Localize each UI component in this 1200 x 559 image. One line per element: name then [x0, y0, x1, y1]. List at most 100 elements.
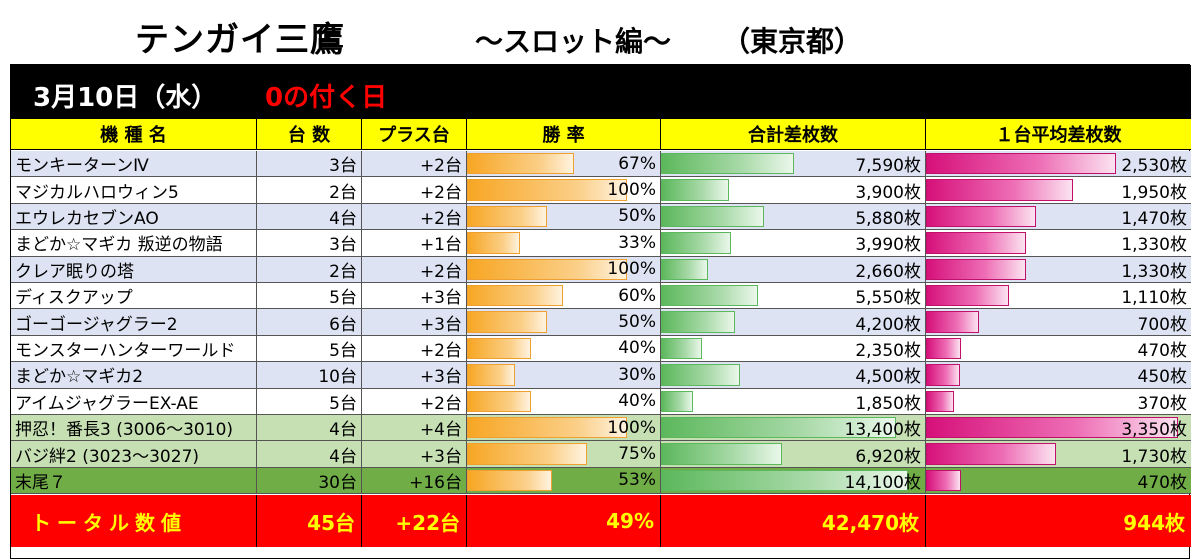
- total-diff-cell: 13,400枚: [661, 415, 926, 442]
- machine-name: 押忍！番長3 (3006～3010): [11, 415, 257, 442]
- total-diff-cell-fill: [661, 417, 896, 439]
- plus-count: +3台: [362, 283, 467, 310]
- table-row: 末尾７ 30台 +16台 53% 14,100枚 470枚: [11, 467, 1191, 495]
- total-diff-cell: 14,100枚: [661, 467, 926, 495]
- col-header-units: 台 数: [257, 119, 362, 150]
- total-diff-value: 4,500枚: [855, 367, 921, 388]
- winrate-cell-fill: [467, 311, 547, 333]
- store-title: テンガイ三鷹: [135, 20, 345, 60]
- avg-diff-value: 1,330枚: [1121, 235, 1187, 256]
- avg-diff-cell-fill: [926, 364, 960, 386]
- winrate-cell-fill: [467, 258, 627, 280]
- avg-diff-cell-fill: [926, 232, 1026, 254]
- winrate-cell: 100%: [467, 256, 661, 283]
- avg-diff-cell-fill: [926, 285, 1010, 307]
- col-header-name: 機 種 名: [11, 119, 257, 150]
- avg-diff-cell: 1,330枚: [926, 257, 1191, 283]
- avg-diff-value: 2,530枚: [1121, 156, 1187, 177]
- total-diff-cell: 4,200枚: [661, 309, 926, 336]
- avg-diff-cell-fill: [926, 258, 1026, 280]
- machine-name: 末尾７: [11, 467, 257, 495]
- avg-diff-cell: 1,950枚: [926, 177, 1191, 204]
- machine-name: ゴーゴージャグラー2: [11, 309, 257, 336]
- total-diff-value: 13,400枚: [844, 420, 921, 441]
- avg-diff-value: 1,950枚: [1121, 182, 1187, 203]
- unit-count: 6台: [257, 309, 362, 336]
- avg-diff-cell: 3,350枚: [926, 415, 1191, 442]
- avg-diff-cell-fill: [926, 153, 1117, 175]
- table-row: アイムジャグラーEX-AE 5台 +2台 40% 1,850枚 370枚: [11, 388, 1191, 415]
- total-diff-cell-fill: [661, 337, 703, 360]
- winrate-value: 33%: [618, 232, 656, 253]
- total-diff-cell-fill: [661, 311, 735, 333]
- total-diff-value: 7,590枚: [855, 156, 921, 177]
- winrate-cell: 67%: [467, 151, 661, 178]
- total-label: トータル数値: [11, 495, 257, 548]
- winrate-cell-fill: [467, 469, 552, 492]
- total-diff-cell: 2,350枚: [661, 335, 926, 363]
- machine-name: エウレカセブンAO: [11, 203, 257, 231]
- winrate-cell: 40%: [467, 335, 661, 363]
- avg-diff-value: 1,330枚: [1121, 261, 1187, 282]
- total-diff-cell: 6,920枚: [661, 441, 926, 468]
- winrate-value: 53%: [618, 470, 656, 491]
- total-diff-cell-fill: [661, 364, 740, 386]
- winrate-cell-fill: [467, 232, 520, 254]
- total-diff-cell-fill: [661, 179, 730, 201]
- machine-name: クレア眠りの塔: [11, 256, 257, 283]
- machine-name: バジ絆2 (3023～3027): [11, 441, 257, 468]
- total-diff-value: 3,990枚: [855, 235, 921, 256]
- winrate-cell: 60%: [467, 283, 661, 310]
- winrate-cell: 50%: [467, 309, 661, 336]
- machine-name: モンスターハンターワールド: [11, 335, 257, 363]
- plus-count: +2台: [362, 203, 467, 231]
- total-diff-cell-fill: [661, 258, 708, 280]
- plus-count: +2台: [362, 335, 467, 363]
- winrate-cell-fill: [467, 179, 627, 201]
- total-diff-value: 3,900枚: [855, 182, 921, 203]
- avg-diff-value: 3,350枚: [1121, 420, 1187, 441]
- plus-count: +2台: [362, 151, 467, 178]
- winrate-cell-fill: [467, 390, 531, 412]
- total-diff-value: 2,350枚: [855, 340, 921, 361]
- avg-diff-value: 1,110枚: [1121, 288, 1187, 309]
- winrate-cell: 100%: [467, 177, 661, 204]
- avg-diff-cell: 1,110枚: [926, 283, 1191, 310]
- plus-count: +3台: [362, 362, 467, 389]
- machine-name: まどか☆マギカ 叛逆の物語: [11, 230, 257, 257]
- table-row: ディスクアップ 5台 +3台 60% 5,550枚 1,110枚: [11, 283, 1191, 310]
- winrate-value: 50%: [618, 312, 656, 333]
- unit-count: 5台: [257, 283, 362, 310]
- total-diff-cell-fill: [661, 285, 759, 307]
- unit-count: 3台: [257, 151, 362, 178]
- total-diff-value: 1,850枚: [855, 393, 921, 414]
- plus-count: +2台: [362, 177, 467, 204]
- machine-name: アイムジャグラーEX-AE: [11, 388, 257, 415]
- report-subtitle: ～スロット編～: [475, 25, 672, 58]
- winrate-value: 40%: [618, 338, 656, 359]
- total-plus: +22台: [362, 495, 467, 548]
- plus-count: +3台: [362, 441, 467, 468]
- winrate-cell-fill: [467, 364, 515, 386]
- total-diff-cell-fill: [661, 390, 694, 412]
- table-row: モンスターハンターワールド 5台 +2台 40% 2,350枚 470枚: [11, 335, 1191, 363]
- results-table: 3月10日（水） 0の付く日 機 種 名 台 数 プラス台 勝 率 合計差枚数 …: [10, 64, 1191, 559]
- total-diff-cell: 5,550枚: [661, 283, 926, 310]
- avg-diff-cell-fill: [926, 179, 1073, 201]
- plus-count: +16台: [362, 467, 467, 495]
- total-diff: 42,470枚: [661, 495, 926, 548]
- avg-diff-value: 370枚: [1137, 393, 1187, 414]
- winrate-cell: 53%: [467, 467, 661, 495]
- avg-diff-value: 1,470枚: [1121, 208, 1187, 229]
- report-date: 3月10日（水）: [33, 83, 218, 113]
- winrate-value: 40%: [618, 391, 656, 412]
- winrate-cell: 75%: [467, 441, 661, 468]
- avg-diff-cell: 450枚: [926, 362, 1191, 389]
- avg-diff-cell-fill: [926, 390, 954, 412]
- avg-diff-value: 700枚: [1137, 314, 1187, 335]
- winrate-cell: 40%: [467, 388, 661, 415]
- winrate-cell: 30%: [467, 362, 661, 389]
- plus-count: +1台: [362, 230, 467, 257]
- winrate-value: 100%: [607, 180, 656, 201]
- avg-diff-cell: 470枚: [926, 336, 1191, 363]
